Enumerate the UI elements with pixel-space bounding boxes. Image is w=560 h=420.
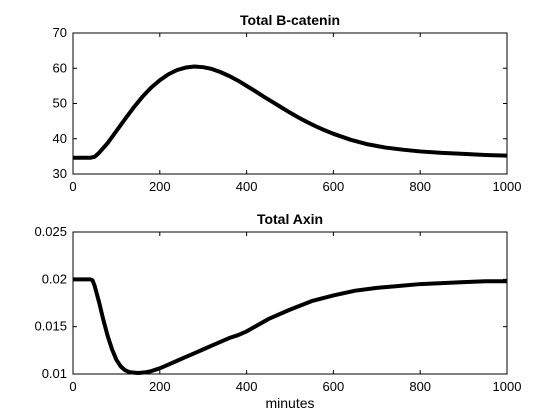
y-tick-label: 40 <box>53 131 67 146</box>
y-tick-label: 60 <box>53 60 67 75</box>
series-line-1 <box>73 277 507 376</box>
chart-title: Total Axin <box>257 211 323 227</box>
y-tick-label: 0.01 <box>42 366 67 381</box>
x-tick-label: 1000 <box>493 379 522 394</box>
x-tick-label: 400 <box>236 179 258 194</box>
x-tick-label: 200 <box>149 179 171 194</box>
x-tick-label: 800 <box>409 379 431 394</box>
chart-title: Total B-catenin <box>240 12 340 28</box>
x-tick-label: 0 <box>69 379 76 394</box>
y-tick-label: 50 <box>53 96 67 111</box>
y-tick-label: 0.015 <box>34 319 67 334</box>
x-tick-label: 1000 <box>493 179 522 194</box>
series-line-1 <box>73 64 508 160</box>
x-tick-label: 600 <box>323 379 345 394</box>
y-tick-label: 0.025 <box>34 224 67 239</box>
x-tick-label: 0 <box>69 179 76 194</box>
chart-panel-1: 0 200 400 600 800 1000 30 40 50 60 70 Total B-caten… <box>53 12 522 194</box>
y-tick-label: 30 <box>53 166 67 181</box>
y-tick-label: 0.02 <box>42 271 67 286</box>
y-tick-label: 70 <box>53 25 67 40</box>
axes-box <box>72 231 508 375</box>
x-tick-label: 600 <box>323 179 345 194</box>
x-tick-label: 800 <box>409 179 431 194</box>
chart-panel-2: 0 200 400 600 800 1000 0.01 0.015 0.02 0.025 Total… <box>34 211 521 411</box>
x-axis-label: minutes <box>265 395 314 411</box>
x-tick-label: 400 <box>236 379 258 394</box>
x-tick-label: 200 <box>149 379 171 394</box>
